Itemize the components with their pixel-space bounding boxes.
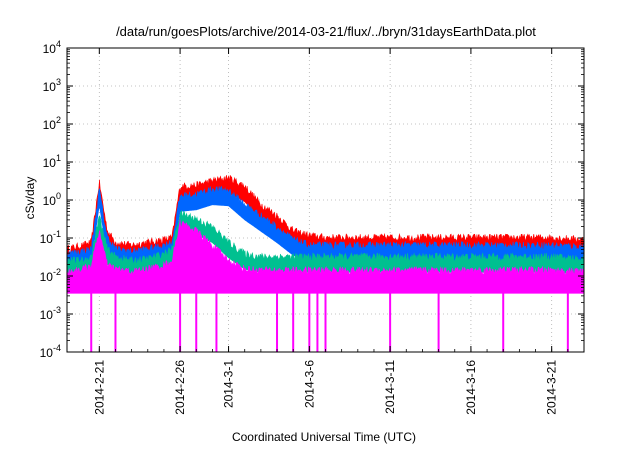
series-band-3 (67, 219, 584, 294)
axes: 10-4 10-3 10-2 10-1 100 101 102 103 104 2014-2-21… (40, 39, 585, 415)
x-tick-label: 2014-3-16 (464, 360, 478, 415)
y-axis-label: cSv/day (23, 177, 37, 220)
x-axis-label: Coordinated Universal Time (UTC) (232, 430, 416, 444)
x-tick-label: 2014-3-6 (302, 360, 316, 408)
y-tick-label: 102 (43, 115, 61, 132)
x-tick-label: 2014-2-26 (173, 360, 187, 415)
y-tick-label: 103 (43, 77, 61, 94)
x-tick-label: 2014-3-11 (383, 360, 397, 414)
x-tick-label: 2014-2-21 (92, 360, 106, 415)
y-tick-label: 100 (43, 191, 61, 208)
y-tick-label: 101 (43, 153, 61, 170)
series-band-1 (67, 185, 584, 270)
y-tick-label: 10-2 (40, 267, 61, 284)
y-tick-label: 10-1 (40, 229, 61, 246)
dropout-group (90, 293, 569, 352)
y-tick-label: 104 (43, 39, 61, 56)
x-tick-label: 2014-3-21 (545, 360, 559, 415)
y-tick-label: 10-3 (40, 305, 61, 322)
y-tick-label: 10-4 (40, 343, 61, 360)
chart-title: /data/run/goesPlots/archive/2014-03-21/f… (116, 24, 536, 39)
series-group (67, 175, 584, 294)
x-tick-label: 2014-3-1 (222, 360, 236, 408)
